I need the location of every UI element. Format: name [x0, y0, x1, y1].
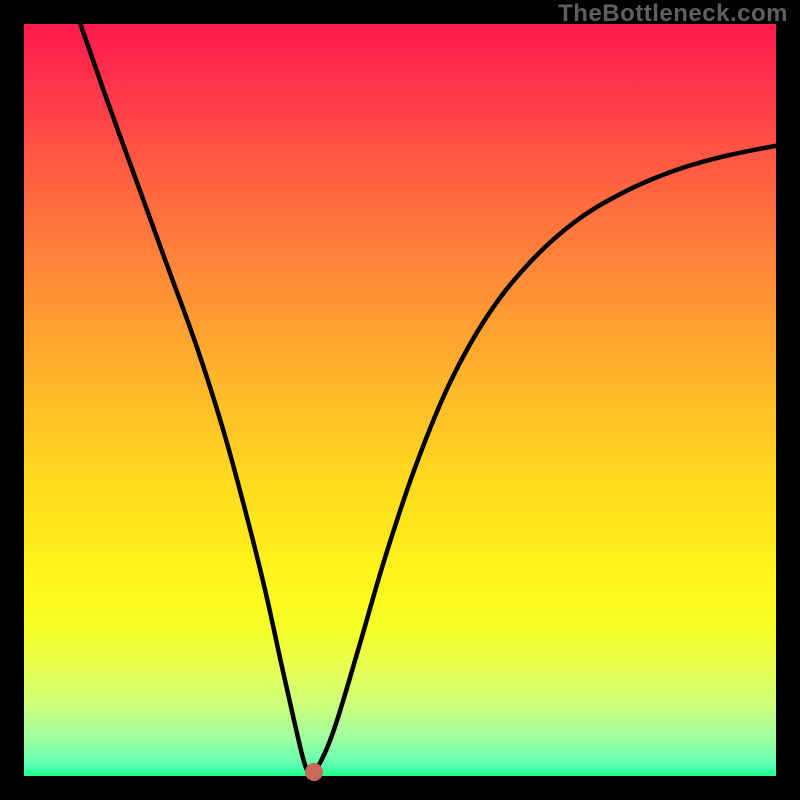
chart-frame	[0, 0, 800, 800]
watermark-text: TheBottleneck.com	[558, 0, 788, 28]
plot-area	[24, 24, 776, 776]
optimal-point-marker	[305, 763, 323, 781]
gradient-background	[24, 24, 776, 776]
